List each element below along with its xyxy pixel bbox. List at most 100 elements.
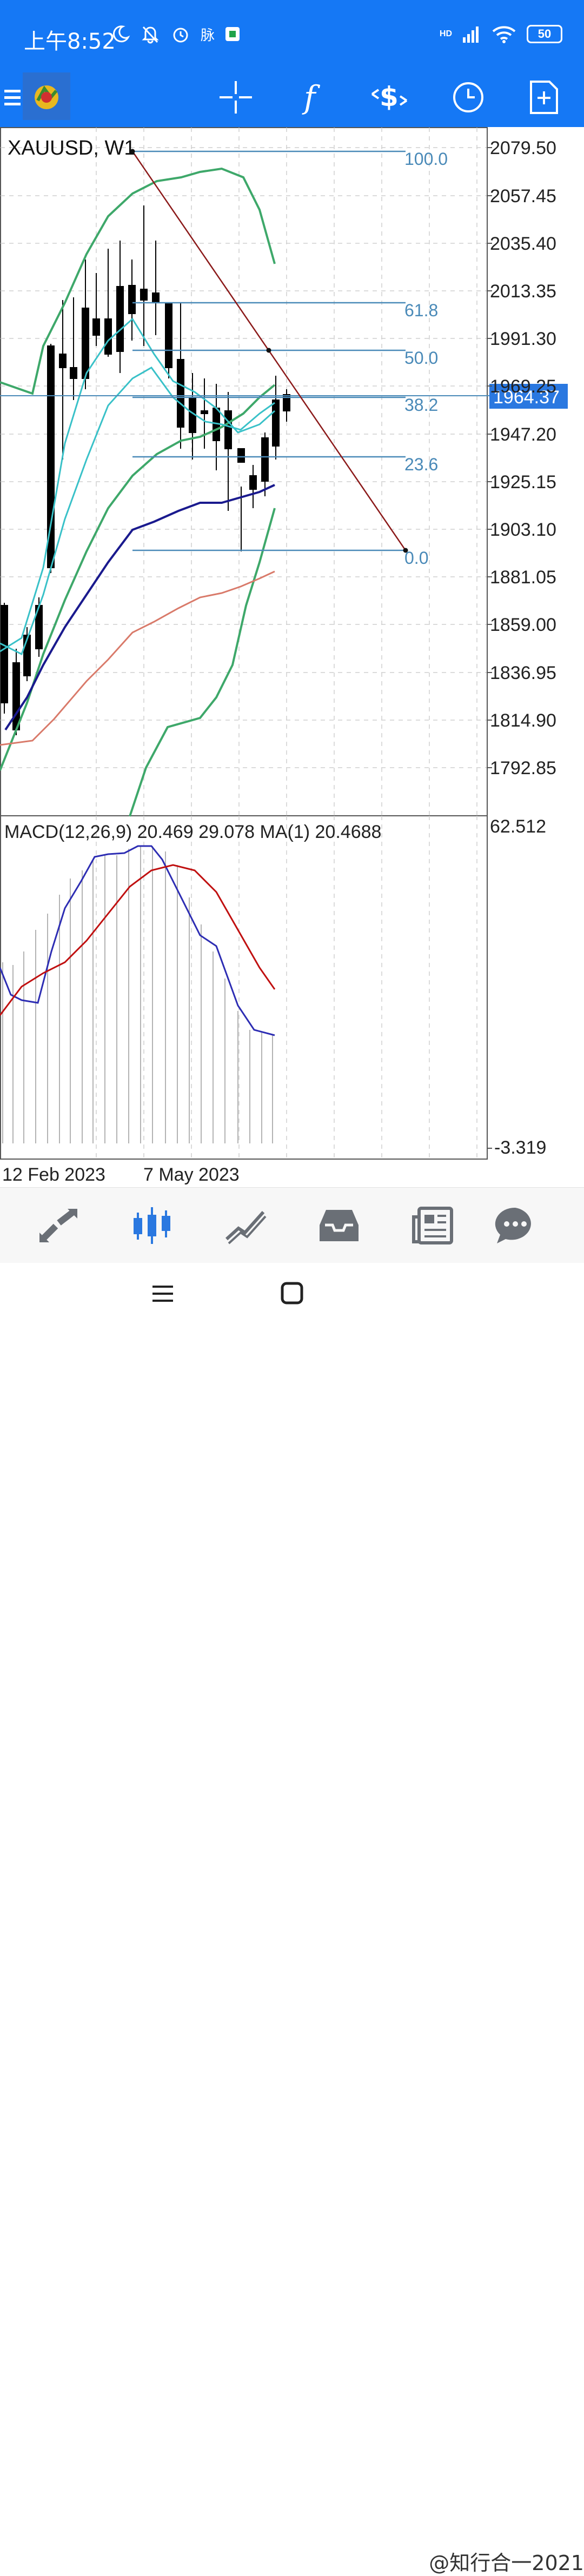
price-axis-label: 2057.45 xyxy=(490,186,556,207)
chat-bubble-icon xyxy=(495,1207,531,1243)
inbox-icon xyxy=(320,1210,359,1241)
price-axis-label: 1792.85 xyxy=(490,758,556,778)
quotes-arrows-icon xyxy=(39,1209,77,1242)
candle-body xyxy=(116,286,124,352)
new-order-icon xyxy=(530,81,558,114)
fib-level-label: 0.0 xyxy=(404,548,428,568)
nav-history[interactable] xyxy=(315,1204,363,1247)
fib-level-label: 100.0 xyxy=(404,149,448,169)
crosshair-button[interactable] xyxy=(214,76,257,119)
home-button[interactable] xyxy=(280,1281,304,1308)
crosshair-icon xyxy=(220,81,252,114)
ma-long-line xyxy=(0,570,275,746)
bottom-navigation xyxy=(0,1187,584,1263)
candlestick-chart-icon xyxy=(134,1207,170,1244)
price-axis-label: 2079.50 xyxy=(490,138,556,158)
svg-text:f: f xyxy=(302,80,321,115)
bollinger-middle-line xyxy=(0,384,276,771)
date-axis-label: 7 May 2023 xyxy=(143,1164,240,1185)
macd-signal-line xyxy=(0,864,276,1016)
nav-quotes[interactable] xyxy=(35,1204,83,1247)
candle-body xyxy=(140,289,148,301)
current-price-badge xyxy=(489,384,568,409)
function-icon: f xyxy=(302,80,321,115)
app-logo[interactable] xyxy=(22,71,71,121)
system-navigation: @知行合一2021 xyxy=(0,1263,584,2575)
top-toolbar: f $ xyxy=(0,65,584,127)
macd-line xyxy=(0,845,275,1036)
trend-line-anchor xyxy=(130,149,135,154)
date-axis-label: 12 Feb 2023 xyxy=(2,1164,105,1185)
trend-lines-icon xyxy=(225,1210,267,1244)
news-icon xyxy=(412,1207,453,1244)
price-axis-label: 2035.40 xyxy=(490,234,556,254)
price-axis-label: 1814.90 xyxy=(490,710,556,731)
price-axis-label: 1881.05 xyxy=(490,567,556,588)
candle-body xyxy=(152,292,160,303)
macd-frame xyxy=(0,815,488,1160)
bollinger-upper-line xyxy=(0,167,276,395)
macd-label: MACD(12,26,9) 20.469 29.078 MA(1) 20.468… xyxy=(4,822,381,842)
current-price-label: 1964.37 xyxy=(493,387,560,408)
candle-body xyxy=(283,394,290,411)
price-axis-label: 2013.35 xyxy=(490,281,556,302)
app-badge: 脉 xyxy=(201,27,215,44)
moon-icon xyxy=(112,25,130,43)
alarm-icon xyxy=(173,28,188,43)
nav-news[interactable] xyxy=(409,1204,457,1247)
candle-body xyxy=(165,302,172,368)
watermark-text: @知行合一2021 xyxy=(429,2551,584,2575)
candle-body xyxy=(1,605,8,703)
menu-lines-icon xyxy=(152,1286,173,1302)
svg-text:$: $ xyxy=(380,81,399,112)
new-order-button[interactable] xyxy=(522,76,566,119)
network-label: HD xyxy=(439,29,452,38)
price-chart[interactable]: 1964.37 100.0 61.8 50.0 38.2 23.6 0.0 MACD(12,… xyxy=(0,127,584,1187)
price-axis-label: 1859.00 xyxy=(490,615,556,635)
price-axis-label: 1991.30 xyxy=(490,329,556,349)
indicators-button[interactable]: f xyxy=(292,76,335,119)
nav-trade[interactable] xyxy=(222,1204,270,1247)
status-time: 上午8:52 xyxy=(24,29,116,54)
candle-body xyxy=(12,662,20,730)
candle-body xyxy=(249,475,257,490)
macd-axis-top: 62.512 xyxy=(490,816,546,837)
candle-body xyxy=(92,318,100,336)
chart-area[interactable]: 1964.37 100.0 61.8 50.0 38.2 23.6 0.0 MACD(12,… xyxy=(0,127,584,1187)
ma-medium-line xyxy=(0,317,275,653)
price-axis-label: 1947.20 xyxy=(490,424,556,445)
status-icons: 脉 xyxy=(111,24,241,44)
metatrader-logo-icon xyxy=(23,72,70,120)
trend-line-anchor xyxy=(403,548,408,553)
fib-level-label: 23.6 xyxy=(404,455,438,474)
fib-level-label: 38.2 xyxy=(404,395,438,415)
trend-line-anchor xyxy=(266,348,271,353)
candle-body xyxy=(177,359,184,428)
menu-button[interactable] xyxy=(0,76,37,119)
history-button[interactable] xyxy=(447,76,490,119)
home-square-icon xyxy=(281,1282,303,1304)
nav-messages[interactable] xyxy=(491,1204,540,1247)
candle-body xyxy=(272,400,280,447)
fib-level-label: 61.8 xyxy=(404,301,438,320)
wifi-icon xyxy=(492,26,516,43)
ma-slow-line xyxy=(4,484,275,731)
clock-icon xyxy=(453,82,483,112)
candle-body xyxy=(261,437,269,482)
hamburger-icon xyxy=(4,90,21,105)
nav-chart[interactable] xyxy=(128,1204,176,1247)
macd-axis-bottom: -3.319 xyxy=(494,1137,546,1158)
candle-body xyxy=(128,285,136,314)
price-axis-label: 1969.25 xyxy=(490,376,556,397)
status-bar: 上午8:52 脉 HD 50 xyxy=(0,0,584,65)
fib-level-label: 50.0 xyxy=(404,348,438,368)
recents-button[interactable] xyxy=(151,1282,174,1308)
price-axis-label: 1903.10 xyxy=(490,520,556,540)
trade-icon: $ xyxy=(371,81,408,112)
candle-body xyxy=(224,410,232,449)
candle-body xyxy=(70,367,77,379)
bollinger-lower-line xyxy=(129,508,276,817)
candle-body xyxy=(82,308,89,379)
price-axis-label: 1925.15 xyxy=(490,472,556,492)
trade-button[interactable]: $ xyxy=(368,76,411,119)
